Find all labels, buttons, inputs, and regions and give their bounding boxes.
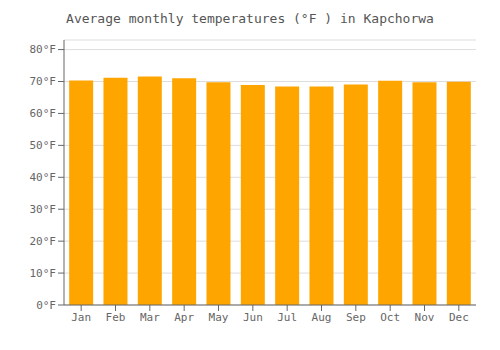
- svg-text:Feb: Feb: [106, 311, 126, 324]
- svg-text:Apr: Apr: [174, 311, 194, 324]
- svg-text:Jul: Jul: [277, 311, 297, 324]
- svg-text:0°F: 0°F: [36, 299, 56, 312]
- svg-text:20°F: 20°F: [30, 235, 57, 248]
- svg-text:Nov: Nov: [415, 311, 435, 324]
- svg-text:Jun: Jun: [243, 311, 263, 324]
- svg-text:Oct: Oct: [380, 311, 400, 324]
- svg-text:Sep: Sep: [346, 311, 366, 324]
- svg-text:May: May: [209, 311, 229, 324]
- svg-text:10°F: 10°F: [30, 267, 57, 280]
- svg-text:50°F: 50°F: [30, 139, 57, 152]
- svg-text:80°F: 80°F: [30, 43, 57, 56]
- svg-text:Dec: Dec: [449, 311, 469, 324]
- svg-text:60°F: 60°F: [30, 107, 57, 120]
- svg-text:70°F: 70°F: [30, 75, 57, 88]
- svg-text:Aug: Aug: [312, 311, 332, 324]
- svg-text:Mar: Mar: [140, 311, 160, 324]
- svg-text:40°F: 40°F: [30, 171, 57, 184]
- svg-text:Jan: Jan: [71, 311, 91, 324]
- svg-text:30°F: 30°F: [30, 203, 57, 216]
- html-text:Average monthly temperatures (: Average monthly temperatures (°F ) in Ka…: [66, 11, 434, 26]
